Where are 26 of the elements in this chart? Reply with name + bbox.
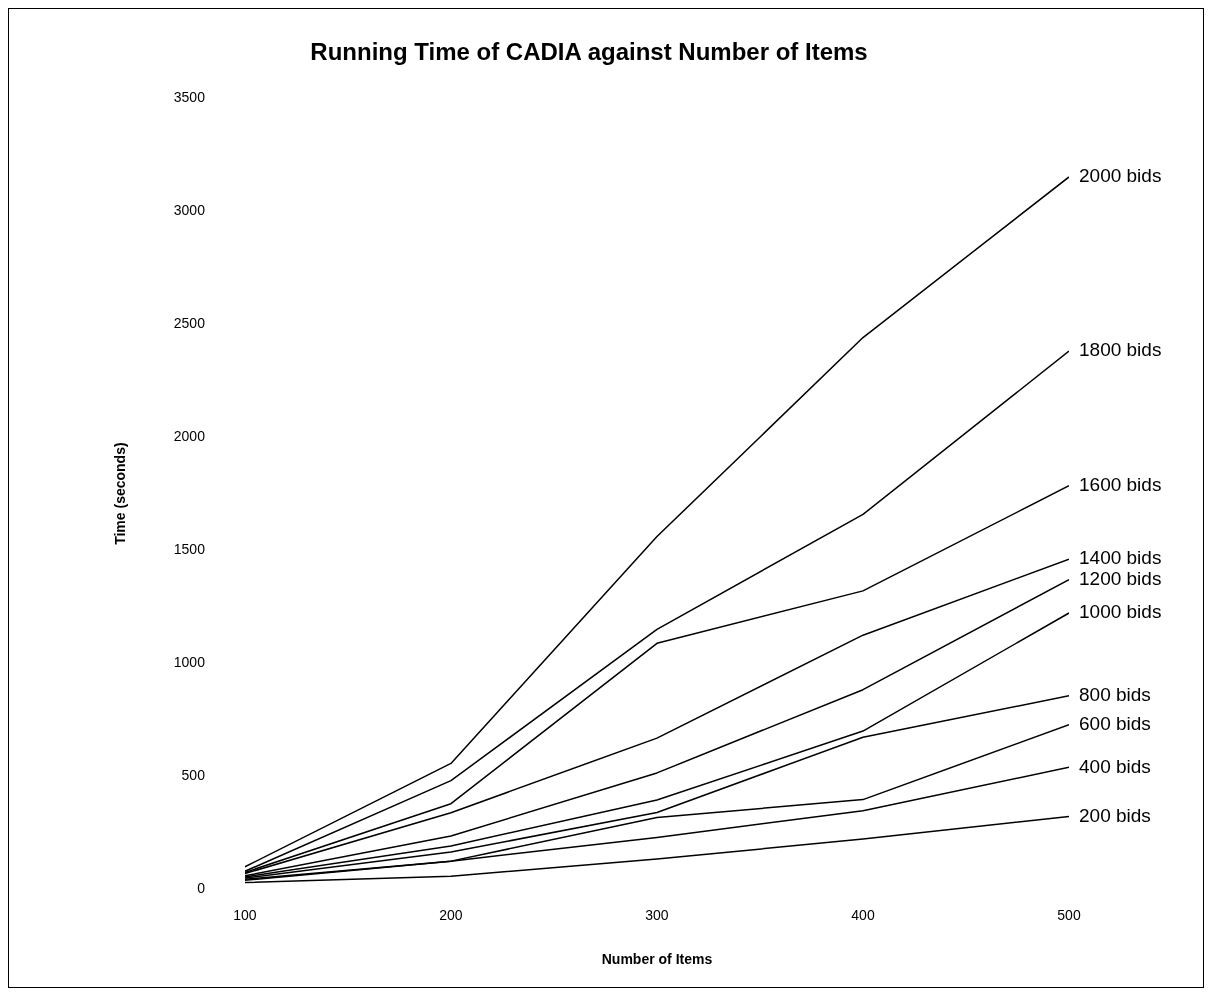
series-label: 1600 bids (1079, 473, 1162, 495)
series-label: 1800 bids (1079, 339, 1162, 361)
series-label: 800 bids (1079, 684, 1151, 706)
series-label: 400 bids (1079, 755, 1151, 777)
y-tick-label: 2000 (173, 427, 206, 444)
series-label: 1200 bids (1079, 567, 1162, 589)
series-label: 1000 bids (1079, 601, 1162, 623)
y-tick-label: 0 (197, 880, 206, 897)
y-tick-label: 2500 (173, 314, 206, 331)
x-axis-title: Number of Items (601, 951, 713, 968)
x-tick-label: 400 (851, 906, 875, 923)
series-label: 600 bids (1079, 712, 1151, 734)
series-label: 1400 bids (1079, 547, 1162, 569)
x-tick-label: 100 (233, 906, 257, 923)
series-label: 200 bids (1079, 804, 1151, 826)
y-axis-title: Time (seconds) (112, 442, 129, 545)
y-tick-label: 3000 (173, 201, 206, 218)
series-label: 2000 bids (1079, 165, 1162, 187)
y-tick-label: 3500 (173, 88, 206, 105)
y-tick-label: 1000 (173, 654, 206, 671)
x-tick-label: 200 (439, 906, 463, 923)
x-tick-label: 300 (645, 906, 669, 923)
x-tick-label: 500 (1057, 906, 1081, 923)
chart-title: Running Time of CADIA against Number of Items (310, 38, 868, 66)
y-tick-label: 1500 (173, 541, 206, 557)
y-tick-label: 500 (181, 767, 206, 784)
